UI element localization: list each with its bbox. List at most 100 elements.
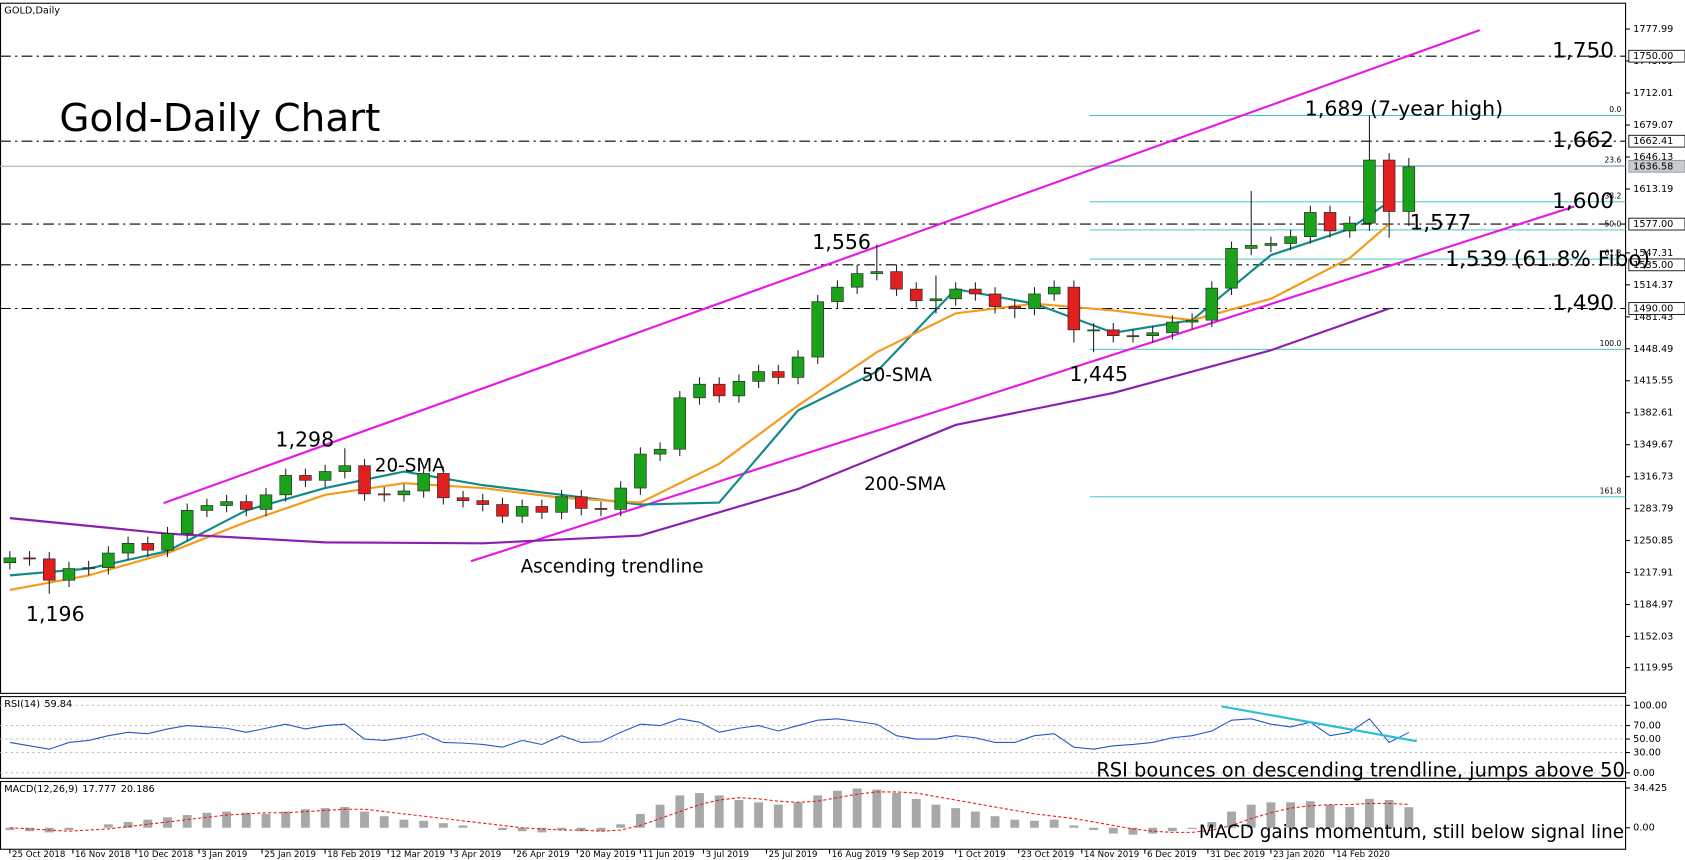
histogram-bar xyxy=(517,827,527,832)
candle-body xyxy=(200,505,214,511)
x-tick-label: 11 Jun 2019 xyxy=(643,850,695,860)
indicator-header: MACD(12,26,9) 17.777 20.186 xyxy=(4,784,154,795)
candle-body xyxy=(240,501,253,510)
histogram-bar xyxy=(734,800,744,828)
x-tick-label: 23 Oct 2019 xyxy=(1021,850,1074,860)
x-tick-label: 3 Apr 2019 xyxy=(453,850,501,860)
y-tick-label: 1613.19 xyxy=(1633,184,1673,195)
x-tick-label: 18 Feb 2019 xyxy=(327,850,381,860)
indicator-header: RSI(14) 59.84 xyxy=(4,699,72,710)
candle-body xyxy=(259,494,273,510)
histogram-bar xyxy=(320,808,330,828)
chart-subtitle: GOLD,Daily xyxy=(4,6,60,17)
x-tick-label: 6 Dec 2019 xyxy=(1147,850,1197,860)
candle-body xyxy=(496,504,509,517)
candle-body xyxy=(43,558,56,581)
x-tick-label: 25 Jan 2019 xyxy=(264,850,316,860)
candle-body xyxy=(23,557,36,560)
candle-body xyxy=(299,475,312,481)
y-tick-label: 50.00 xyxy=(1633,734,1661,745)
histogram-bar xyxy=(1266,802,1276,828)
y-tick-label: 0.00 xyxy=(1633,823,1655,834)
y-tick-label: 1382.61 xyxy=(1633,408,1673,419)
y-tick-label: 100.00 xyxy=(1633,700,1667,711)
candle-body xyxy=(1166,321,1179,334)
y-tick-label: 1349.67 xyxy=(1633,440,1673,451)
annotation: 1,445 xyxy=(1069,362,1128,386)
candle-body xyxy=(1244,245,1258,249)
fib-label: 100.0 xyxy=(1600,339,1622,348)
candle-body xyxy=(850,273,864,288)
annotation: 1,689 (7-year high) xyxy=(1305,97,1503,121)
candle-body xyxy=(1264,243,1278,246)
histogram-bar xyxy=(1207,821,1217,828)
histogram-bar xyxy=(222,811,232,828)
indicator-line xyxy=(9,718,1410,750)
histogram-bar xyxy=(1148,827,1158,834)
candle-body xyxy=(811,301,824,358)
x-tick-label: 10 Dec 2018 xyxy=(138,850,193,860)
candle-body xyxy=(220,501,233,506)
x-tick-label: 14 Feb 2020 xyxy=(1336,850,1390,860)
histogram-bar xyxy=(143,819,153,828)
histogram-bar xyxy=(596,827,606,832)
x-tick-label: 12 Mar 2019 xyxy=(390,850,445,860)
histogram-bar xyxy=(360,811,369,828)
level-box xyxy=(1628,302,1685,315)
candle-body xyxy=(969,288,982,295)
candle-body xyxy=(870,271,884,274)
histogram-bar xyxy=(261,813,271,828)
histogram-bar xyxy=(635,813,645,828)
y-tick-label: 0.00 xyxy=(1633,768,1655,779)
indicator-value: 20.186 xyxy=(121,784,155,795)
candle-body xyxy=(929,298,943,302)
y-tick-label: 1448.49 xyxy=(1633,344,1673,355)
histogram-bar xyxy=(5,827,15,831)
candle-body xyxy=(1284,236,1297,244)
histogram-bar xyxy=(1365,798,1374,828)
level-box xyxy=(1628,134,1685,148)
annotation: 1,539 (61.8% Fibo) xyxy=(1445,247,1650,272)
candle-body xyxy=(831,286,844,303)
x-tick-label: 26 Apr 2019 xyxy=(516,850,569,860)
annotation: Ascending trendline xyxy=(521,557,704,578)
x-tick-label: 1 Oct 2019 xyxy=(958,850,1006,860)
candle-body xyxy=(161,533,174,551)
candle-body xyxy=(712,383,726,397)
histogram-bar xyxy=(537,827,547,833)
histogram-bar xyxy=(1030,820,1039,828)
annotation: 1,750 xyxy=(1552,39,1614,64)
histogram-bar xyxy=(1305,801,1315,828)
x-tick-label: 3 Jan 2019 xyxy=(201,850,247,860)
histogram-bar xyxy=(1325,804,1335,828)
candle-body xyxy=(1205,287,1219,321)
candle-body xyxy=(653,448,667,455)
candle-body xyxy=(417,473,430,492)
y-tick-label: 1250.85 xyxy=(1633,536,1673,547)
histogram-bar xyxy=(1345,806,1355,828)
indicator-value: 59.84 xyxy=(44,699,72,710)
x-tick-label: 16 Nov 2018 xyxy=(75,850,130,860)
histogram-bar xyxy=(438,823,448,828)
y-tick-label: 1547.31 xyxy=(1633,248,1673,259)
histogram-bar xyxy=(379,816,389,828)
histogram-bar xyxy=(25,827,34,832)
candle-body xyxy=(791,356,805,378)
y-tick-label: 1777.99 xyxy=(1633,24,1673,35)
x-tick-label: 25 Oct 2018 xyxy=(12,850,65,860)
y-tick-label: 1217.91 xyxy=(1633,568,1673,579)
candle-body xyxy=(1185,319,1199,323)
y-tick-label: 1316.73 xyxy=(1633,472,1673,483)
candle-body xyxy=(102,552,115,568)
histogram-bar xyxy=(241,812,251,828)
histogram-bar xyxy=(714,795,724,828)
candle-body xyxy=(121,543,135,554)
candle-body xyxy=(62,568,76,581)
histogram-bar xyxy=(1089,827,1099,831)
candle-body xyxy=(555,496,568,513)
level-box xyxy=(1628,258,1685,272)
panel-frame xyxy=(0,696,1627,779)
histogram-bar xyxy=(655,804,665,828)
candle-body xyxy=(377,493,391,496)
candle-body xyxy=(1067,286,1081,331)
